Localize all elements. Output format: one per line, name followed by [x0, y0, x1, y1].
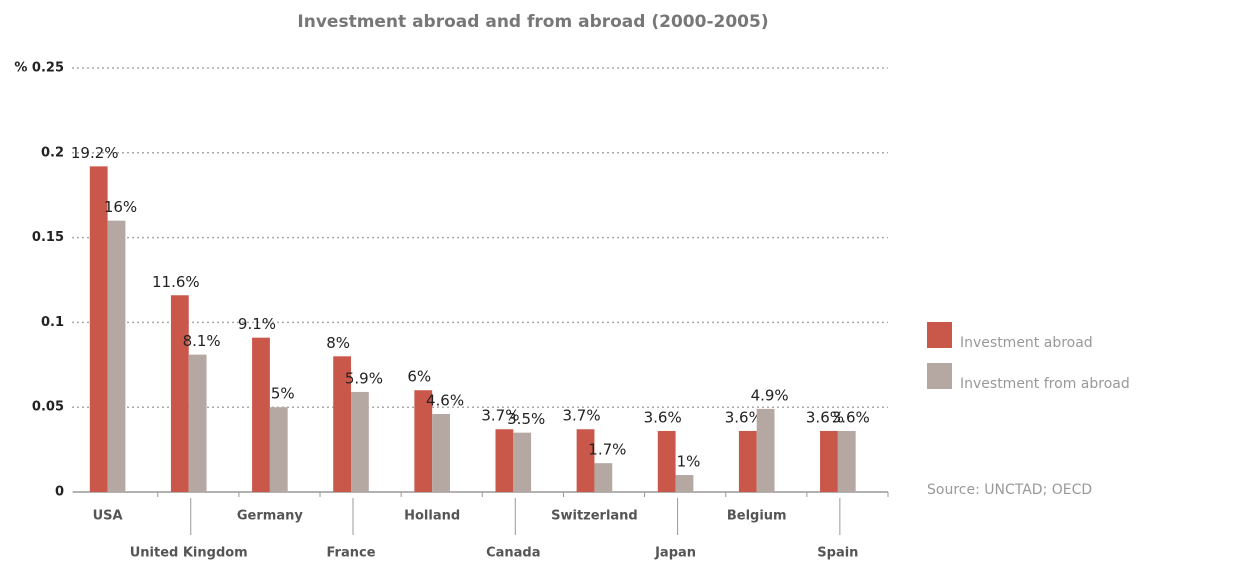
value-label: 3.7% [481, 407, 519, 425]
y-tick-label: 0.15 [32, 230, 64, 245]
bar [675, 475, 694, 492]
x-tick-label: USA [93, 509, 123, 524]
value-label: 3.6% [725, 408, 763, 426]
x-tick-label: Belgium [727, 509, 787, 524]
y-tick-label: 0 [55, 485, 64, 500]
value-label: 4.9% [751, 386, 789, 404]
bar [495, 429, 514, 492]
bar [756, 408, 775, 492]
legend-label: Investment abroad [960, 335, 1093, 351]
bar [738, 430, 757, 492]
bar [594, 463, 613, 492]
bar [188, 354, 207, 492]
bar [269, 407, 288, 492]
value-label: 4.6% [426, 391, 464, 409]
bar [333, 356, 352, 492]
x-tick-label: Spain [817, 546, 858, 561]
value-label: 8.1% [183, 332, 221, 350]
legend-label: Investment from abroad [960, 376, 1130, 392]
bar [576, 429, 595, 492]
value-label: 3.7% [562, 407, 600, 425]
bar [513, 432, 532, 492]
bar [432, 413, 450, 492]
x-tick-label: Switzerland [551, 509, 638, 524]
value-label: 11.6% [152, 273, 200, 291]
value-label: 6% [407, 368, 431, 386]
y-tick-label: 0.2 [41, 145, 64, 160]
x-tick-label: Germany [237, 509, 303, 524]
y-tick-label: % 0.25 [14, 61, 64, 76]
bar [657, 430, 676, 492]
x-tick-label: Japan [654, 546, 696, 561]
x-tick-label: France [327, 546, 376, 561]
chart-title: Investment abroad and from abroad (2000-… [297, 12, 768, 32]
source-note: Source: UNCTAD; OECD [927, 482, 1092, 498]
value-label: 3.6% [832, 408, 870, 426]
x-tick-label: Canada [486, 546, 540, 561]
bar [170, 295, 189, 492]
bar [837, 430, 856, 492]
bar [252, 337, 270, 492]
value-label: 3.5% [507, 410, 545, 428]
value-label: 9.1% [238, 315, 276, 333]
bar [351, 391, 369, 492]
value-label: 3.6% [806, 408, 844, 426]
value-label: 16% [104, 198, 137, 216]
value-label: 5% [271, 385, 295, 403]
value-label: 19.2% [71, 144, 119, 162]
bar [414, 390, 433, 492]
value-label: 3.6% [644, 408, 682, 426]
x-tick-label: United Kingdom [130, 546, 248, 561]
legend-swatch [927, 363, 952, 389]
value-label: 1% [677, 453, 701, 471]
legend-swatch [927, 322, 952, 348]
bar [89, 166, 108, 493]
value-label: 8% [326, 334, 350, 352]
y-tick-label: 0.1 [41, 315, 64, 330]
bar [820, 430, 838, 492]
value-label: 1.7% [588, 441, 626, 459]
bar [107, 220, 126, 492]
y-tick-label: 0.05 [32, 400, 64, 415]
x-tick-label: Holland [404, 509, 460, 524]
value-label: 5.9% [345, 369, 383, 387]
